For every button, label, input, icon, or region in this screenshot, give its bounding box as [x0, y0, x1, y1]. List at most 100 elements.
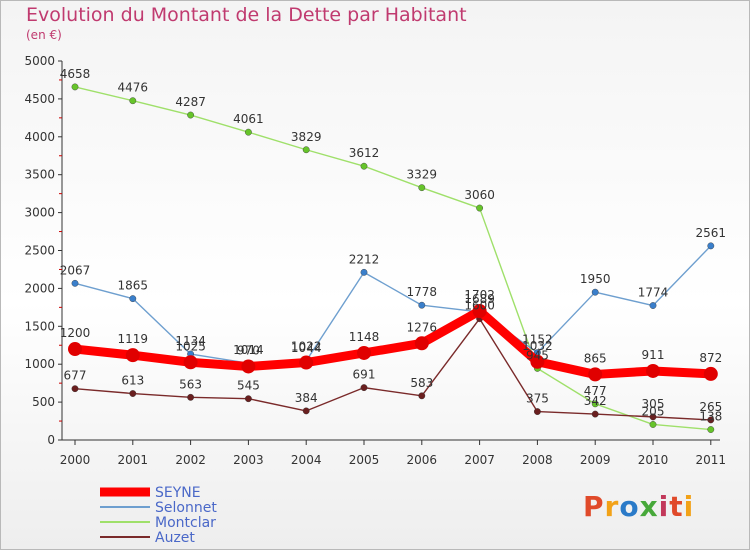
- data-point-montclar: [591, 400, 599, 408]
- data-label-montclar: 3329: [407, 168, 438, 182]
- data-label-selonnet: 1778: [407, 285, 438, 299]
- data-label-auzet: 691: [353, 368, 376, 382]
- data-point-selonnet: [649, 302, 657, 309]
- data-label-selonnet: 1950: [580, 272, 611, 286]
- data-label-seyne: 872: [699, 351, 722, 365]
- data-label-montclar: 4658: [60, 67, 91, 81]
- data-point-auzet: [71, 385, 79, 393]
- data-point-auzet: [302, 407, 310, 415]
- series-line-seyne: [70, 306, 716, 379]
- x-tick-label: 2009: [580, 453, 611, 467]
- data-point-seyne: [183, 355, 198, 370]
- x-tick-label: 2000: [60, 453, 91, 467]
- data-point-seyne: [299, 355, 314, 370]
- x-tick-label: 2007: [464, 453, 495, 467]
- data-point-auzet: [187, 393, 195, 401]
- data-label-seyne: 1119: [118, 332, 149, 346]
- y-tick-label: 4000: [24, 130, 55, 144]
- data-point-auzet: [649, 413, 657, 421]
- x-tick-label: 2008: [522, 453, 553, 467]
- data-label-montclar: 3060: [464, 188, 495, 202]
- data-point-selonnet: [591, 288, 599, 296]
- y-tick-label: 5000: [24, 54, 55, 68]
- legend-label-montclar: Montclar: [155, 515, 216, 531]
- chart-title: Evolution du Montant de la Dette par Hab…: [26, 4, 467, 26]
- x-tick-label: 2005: [349, 453, 380, 467]
- y-tick-label: 2000: [24, 281, 55, 295]
- data-label-seyne: 1200: [60, 326, 91, 340]
- data-point-montclar: [418, 184, 426, 192]
- series-line-montclar: [74, 86, 712, 431]
- x-tick-label: 2003: [233, 453, 264, 467]
- x-tick-label: 2010: [638, 453, 669, 467]
- data-label-seyne: 865: [584, 351, 607, 365]
- data-label-auzet: 677: [64, 369, 87, 383]
- data-label-auzet: 545: [237, 379, 260, 393]
- data-point-selonnet: [418, 301, 426, 309]
- series-lines: [68, 83, 718, 433]
- data-point-seyne: [530, 354, 545, 369]
- data-label-selonnet: 1044: [291, 341, 322, 355]
- data-label-auzet: 384: [295, 391, 318, 405]
- data-point-montclar: [129, 97, 137, 105]
- axes: 0 500 1000 1500 2000 2500 3000 3500 4000 4500 5000…: [24, 54, 726, 467]
- data-label-montclar: 138: [699, 410, 722, 424]
- data-label-seyne: 970: [237, 343, 260, 357]
- data-point-selonnet: [360, 268, 368, 276]
- legend-label-seyne: SEYNE: [155, 485, 201, 501]
- data-point-montclar: [707, 426, 715, 433]
- data-point-auzet: [244, 395, 252, 403]
- y-tick-label: 1000: [24, 357, 55, 371]
- data-label-auzet: 613: [121, 374, 144, 388]
- data-label-montclar: 3829: [291, 130, 322, 144]
- data-label-selonnet: 1774: [638, 286, 669, 300]
- data-point-seyne: [241, 359, 256, 374]
- data-label-selonnet: 1689: [464, 292, 495, 306]
- data-point-selonnet: [71, 279, 79, 287]
- data-label-montclar: 4476: [118, 81, 149, 95]
- data-point-seyne: [472, 303, 487, 318]
- x-tick-label: 2006: [407, 453, 438, 467]
- data-point-montclar: [302, 146, 310, 154]
- data-label-auzet: 342: [584, 394, 607, 408]
- data-label-auzet: 305: [642, 397, 665, 411]
- data-label-montclar: 4287: [175, 95, 206, 109]
- x-tick-label: 2002: [175, 453, 206, 467]
- y-tick-label: 0: [47, 433, 55, 447]
- data-label-selonnet: 1014: [233, 343, 264, 357]
- data-label-seyne: 1025: [175, 339, 206, 353]
- y-tick-label: 4500: [24, 92, 55, 106]
- data-label-seyne: 911: [642, 348, 665, 362]
- data-label-montclar: 945: [526, 348, 549, 362]
- data-point-auzet: [360, 384, 368, 392]
- data-label-selonnet: 2212: [349, 252, 380, 266]
- data-point-montclar: [476, 204, 483, 212]
- data-label-seyne: 1702: [464, 288, 495, 302]
- data-point-seyne: [357, 345, 371, 360]
- series-line-auzet: [74, 318, 712, 421]
- chart-subtitle: (en €): [26, 28, 62, 42]
- y-tick-label: 1500: [24, 319, 55, 333]
- data-label-auzet: 563: [179, 377, 202, 391]
- data-label-montclar: 477: [584, 384, 607, 398]
- data-point-montclar: [71, 83, 79, 91]
- data-point-auzet: [534, 408, 541, 415]
- data-point-selonnet: [129, 295, 137, 303]
- data-label-selonnet: 2561: [696, 226, 727, 240]
- data-point-seyne: [125, 348, 140, 363]
- x-tick-label: 2001: [118, 453, 149, 467]
- data-label-seyne: 1276: [407, 320, 438, 334]
- data-point-seyne: [703, 366, 718, 381]
- data-labels: 4658 4476 4287 4061 3829 3612 3329 3060 945 477 20…: [60, 67, 726, 424]
- data-point-montclar: [649, 421, 657, 428]
- series-line-selonnet: [74, 245, 712, 364]
- proxiti-logo: Proxiti: [583, 490, 695, 523]
- legend-label-auzet: Auzet: [155, 530, 195, 546]
- y-tick-label: 3000: [24, 206, 55, 220]
- legend-label-selonnet: Selonnet: [155, 500, 217, 516]
- data-label-auzet: 583: [410, 376, 433, 390]
- data-label-selonnet: 1865: [118, 279, 149, 293]
